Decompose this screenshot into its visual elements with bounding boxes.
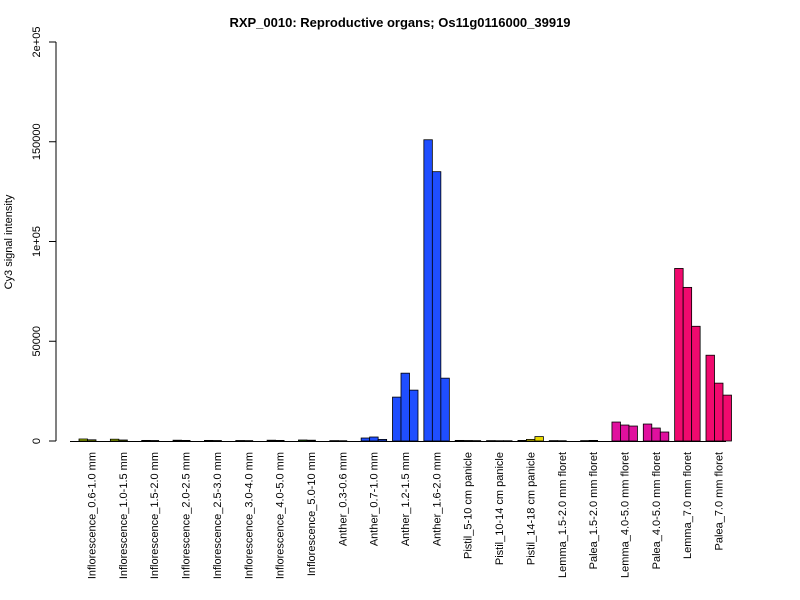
bar: [517, 439, 527, 442]
chart-title: RXP_0010: Reproductive organs; Os11g0116…: [229, 15, 570, 30]
bar: [659, 431, 670, 442]
x-category-label: Anther_1.2-1.5 mm: [400, 452, 412, 546]
x-category-label: Inflorescence_3.0-4.0 mm: [243, 452, 255, 579]
x-category-label: Lemma_4.0-5.0 mm floret: [619, 452, 631, 578]
bar: [141, 439, 151, 442]
bar: [526, 438, 536, 442]
bar: [369, 436, 379, 442]
bar: [78, 438, 88, 442]
x-category-label: Anther_0.3-0.6 mm: [337, 452, 349, 546]
bar: [722, 394, 732, 442]
x-category-label: Anther_0.7-1.0 mm: [369, 452, 381, 546]
bar: [682, 286, 693, 442]
bar: [431, 171, 442, 442]
bars: [78, 139, 732, 442]
bar: [298, 439, 308, 442]
bar: [611, 421, 621, 442]
bar: [628, 425, 638, 442]
x-axis-labels: Inflorescence_0.6-1.0 mm Inflorescence_1.…: [87, 452, 726, 579]
bar: [620, 424, 630, 442]
x-category-label: Palea_7.0 mm floret: [714, 452, 726, 550]
y-axis: 0 50000 1e+05 150000 2e+05: [31, 27, 57, 444]
y-tick-label: 50000: [31, 326, 43, 357]
bar: [588, 439, 598, 442]
bar: [454, 439, 465, 442]
x-category-label: Lemma_7.0 mm floret: [682, 452, 694, 559]
y-tick-label: 0: [31, 438, 43, 444]
x-category-label: Inflorescence_0.6-1.0 mm: [87, 452, 99, 579]
y-tick-label: 2e+05: [31, 27, 43, 58]
bar: [423, 139, 433, 442]
bar: [400, 372, 410, 442]
bar: [360, 437, 371, 442]
x-category-label: Inflorescence_2.0-2.5 mm: [181, 452, 193, 579]
bar: [440, 377, 450, 442]
x-category-label: Lemma_1.5-2.0 mm floret: [557, 452, 569, 578]
bar: [714, 382, 724, 442]
bar: [409, 389, 419, 442]
x-category-label: Pistil_10-14 cm panicle: [494, 452, 506, 565]
bar: [203, 439, 214, 442]
y-tick-label: 150000: [31, 123, 43, 160]
x-category-label: Inflorescence_2.5-3.0 mm: [212, 452, 224, 579]
bar: [181, 439, 191, 442]
x-category-label: Palea_1.5-2.0 mm floret: [588, 452, 600, 569]
x-category-label: Inflorescence_1.5-2.0 mm: [149, 452, 161, 579]
x-category-label: Palea_4.0-5.0 mm floret: [651, 452, 663, 569]
bar: [109, 438, 120, 442]
bar: [691, 325, 701, 442]
x-category-label: Anther_1.6-2.0 mm: [431, 452, 443, 546]
bar: [275, 439, 285, 442]
bar: [172, 439, 182, 442]
x-category-label: Pistil_14-18 cm panicle: [525, 452, 537, 565]
bar: [118, 439, 128, 442]
y-axis-label: Cy3 signal intensity: [3, 194, 15, 289]
bar: [674, 268, 684, 442]
bar: [392, 396, 402, 442]
x-category-label: Inflorescence_1.0-1.5 mm: [118, 452, 130, 579]
bar: [642, 423, 653, 442]
bar: [377, 438, 388, 442]
bar: [705, 354, 715, 442]
y-tick-label: 1e+05: [31, 226, 43, 257]
x-category-label: Inflorescence_4.0-5.0 mm: [275, 452, 287, 579]
x-category-label: Inflorescence_5.0-10 mm: [306, 452, 318, 576]
x-category-label: Pistil_5-10 cm panicle: [463, 452, 475, 559]
bar: [306, 439, 316, 442]
bar: [651, 427, 661, 442]
bar: [266, 439, 277, 442]
bar: [534, 436, 544, 442]
bar: [87, 439, 97, 442]
